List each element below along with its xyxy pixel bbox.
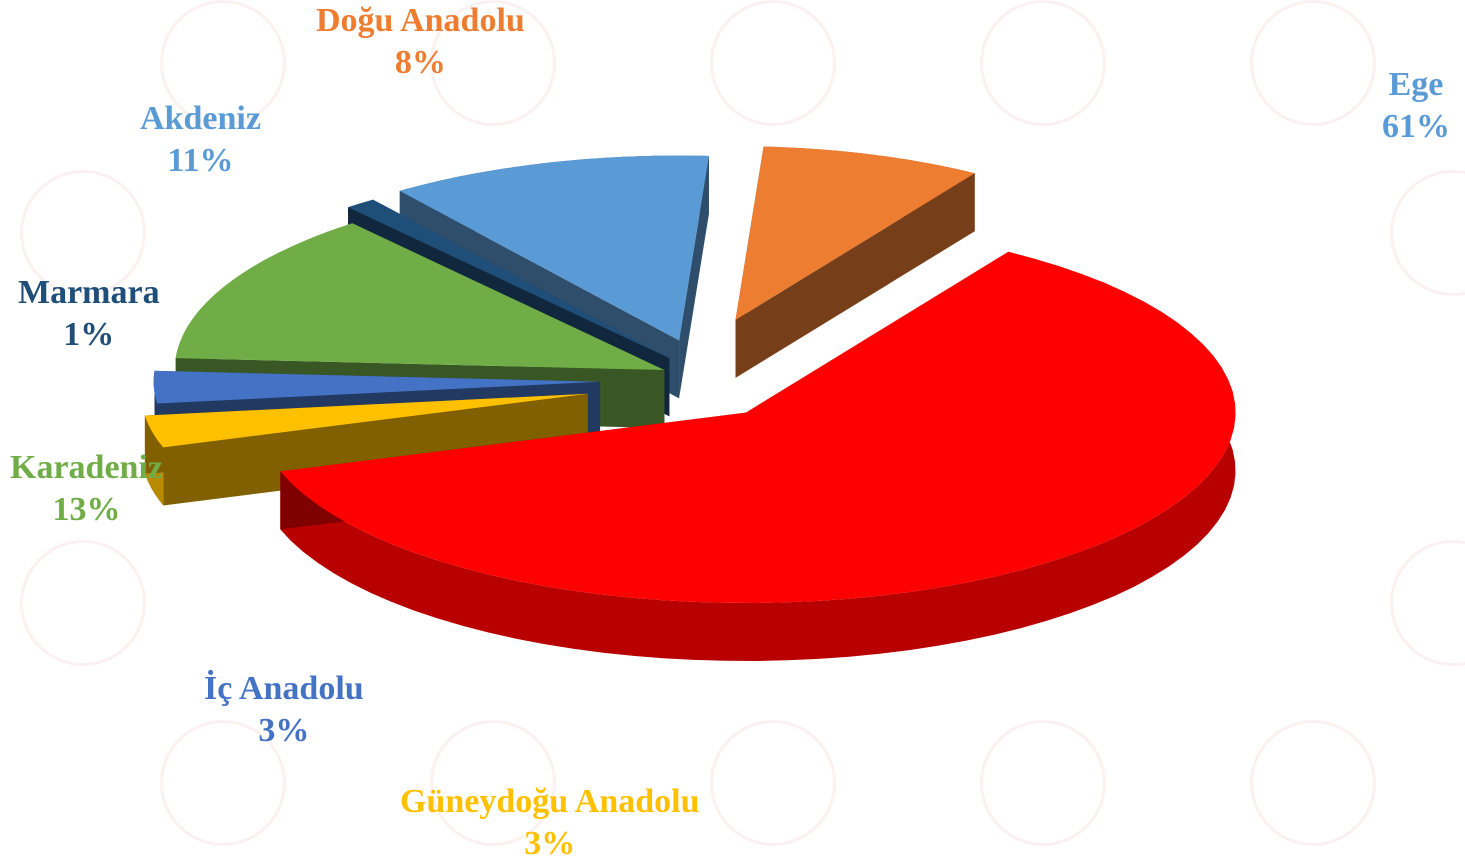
label-dogu-anadolu-name: Doğu Anadolu xyxy=(316,0,525,42)
label-marmara-value: 1% xyxy=(18,314,160,356)
watermark-emblem xyxy=(710,0,836,126)
label-guneydogu-anadolu: Güneydoğu Anadolu 3% xyxy=(400,781,700,865)
label-ic-anadolu-value: 3% xyxy=(204,710,364,752)
label-guneydogu-anadolu-name: Güneydoğu Anadolu xyxy=(400,781,700,823)
label-akdeniz: Akdeniz 11% xyxy=(140,98,261,182)
label-guneydogu-anadolu-value: 3% xyxy=(400,823,700,865)
label-ege-name: Ege xyxy=(1382,64,1450,106)
label-karadeniz-name: Karadeniz xyxy=(10,447,163,489)
watermark-emblem xyxy=(1250,720,1376,846)
label-ege: Ege 61% xyxy=(1382,64,1450,148)
watermark-emblem xyxy=(980,0,1106,126)
label-karadeniz: Karadeniz 13% xyxy=(10,447,163,531)
watermark-emblem xyxy=(980,720,1106,846)
watermark-emblem xyxy=(1250,0,1376,126)
watermark-emblem xyxy=(20,540,146,666)
label-karadeniz-value: 13% xyxy=(10,489,163,531)
label-marmara-name: Marmara xyxy=(18,272,160,314)
label-dogu-anadolu-value: 8% xyxy=(316,42,525,84)
watermark-emblem xyxy=(710,720,836,846)
label-akdeniz-value: 11% xyxy=(140,140,261,182)
label-akdeniz-name: Akdeniz xyxy=(140,98,261,140)
label-marmara: Marmara 1% xyxy=(18,272,160,356)
label-ege-value: 61% xyxy=(1382,106,1450,148)
label-dogu-anadolu: Doğu Anadolu 8% xyxy=(316,0,525,84)
label-ic-anadolu: İç Anadolu 3% xyxy=(204,668,364,752)
label-ic-anadolu-name: İç Anadolu xyxy=(204,668,364,710)
